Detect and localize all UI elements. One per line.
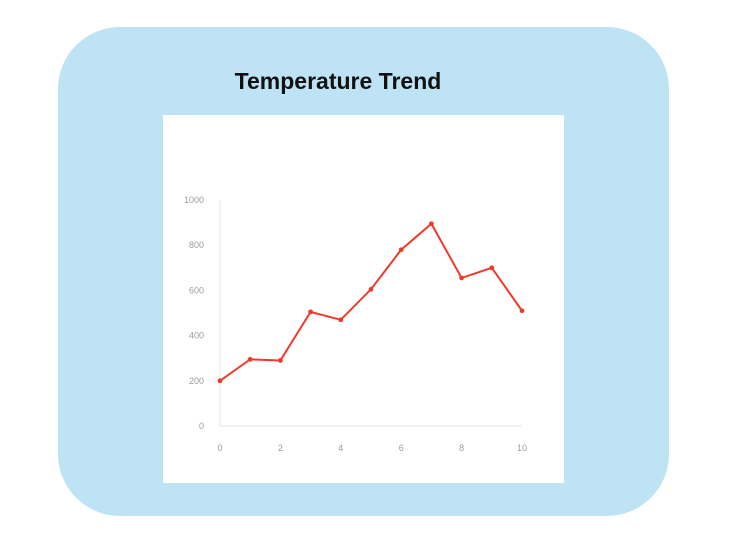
data-point bbox=[519, 308, 525, 314]
data-point bbox=[459, 275, 464, 281]
temperature-series-line bbox=[219, 222, 523, 382]
data-point bbox=[489, 265, 495, 271]
data-point bbox=[247, 356, 253, 362]
y-tick-label: 800 bbox=[189, 240, 204, 250]
data-point bbox=[217, 378, 223, 384]
data-point bbox=[308, 309, 313, 315]
plot-area: 0 200 400 600 800 1000 0 2 4 6 8 10 bbox=[163, 115, 564, 483]
data-point bbox=[368, 286, 374, 292]
data-point bbox=[338, 317, 344, 323]
x-tick-label: 2 bbox=[278, 443, 283, 453]
data-point bbox=[278, 358, 283, 363]
data-points bbox=[217, 221, 525, 384]
data-point bbox=[398, 247, 404, 253]
y-tick-label: 400 bbox=[189, 331, 204, 341]
x-tick-label: 8 bbox=[459, 443, 464, 453]
y-tick-labels: 0 200 400 600 800 1000 bbox=[184, 195, 204, 431]
line-chart: 0 200 400 600 800 1000 0 2 4 6 8 10 bbox=[184, 195, 527, 453]
chart-title: Temperature Trend bbox=[234, 68, 442, 94]
x-tick-label: 0 bbox=[217, 443, 222, 453]
y-tick-label: 0 bbox=[199, 421, 204, 431]
x-tick-labels: 0 2 4 6 8 10 bbox=[217, 443, 527, 453]
x-tick-label: 4 bbox=[338, 443, 343, 453]
y-tick-label: 1000 bbox=[184, 195, 204, 205]
x-tick-label: 6 bbox=[399, 443, 404, 453]
data-point bbox=[429, 221, 434, 227]
x-tick-label: 10 bbox=[517, 443, 527, 453]
y-tick-label: 600 bbox=[189, 285, 204, 295]
y-tick-label: 200 bbox=[189, 376, 204, 386]
